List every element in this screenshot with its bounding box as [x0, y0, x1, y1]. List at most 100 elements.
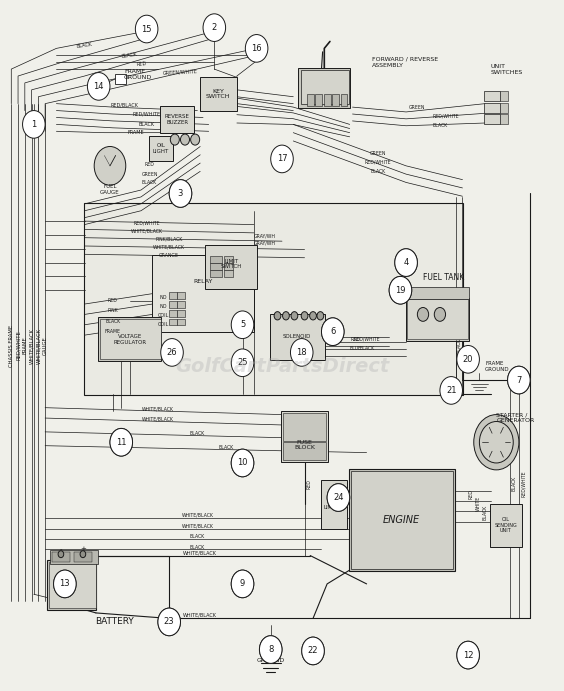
Circle shape: [110, 428, 133, 456]
FancyBboxPatch shape: [149, 136, 173, 161]
Text: BLACK: BLACK: [218, 444, 233, 450]
FancyBboxPatch shape: [341, 94, 347, 106]
Text: 23: 23: [164, 617, 174, 627]
Text: OIL
SENDING
UNIT: OIL SENDING UNIT: [495, 517, 517, 533]
Text: 25: 25: [237, 358, 248, 368]
Text: 13: 13: [60, 579, 70, 589]
Text: 25: 25: [237, 358, 248, 368]
Circle shape: [395, 249, 417, 276]
Text: WHITE/BLACK: WHITE/BLACK: [142, 406, 174, 412]
FancyBboxPatch shape: [484, 103, 500, 113]
Text: RELAY: RELAY: [193, 279, 213, 285]
Text: STARTER /
GENERATOR: STARTER / GENERATOR: [496, 413, 535, 424]
Text: 18: 18: [296, 348, 307, 357]
Circle shape: [321, 318, 344, 346]
Circle shape: [317, 312, 324, 320]
Text: FRAME
GROUND: FRAME GROUND: [257, 652, 285, 663]
FancyBboxPatch shape: [406, 298, 469, 341]
Text: BLACK: BLACK: [190, 533, 205, 539]
Circle shape: [246, 36, 267, 61]
Circle shape: [231, 449, 254, 477]
Circle shape: [204, 15, 224, 40]
Text: 17: 17: [276, 154, 288, 164]
Circle shape: [474, 415, 519, 470]
Text: RED: RED: [108, 298, 118, 303]
Circle shape: [135, 15, 158, 43]
Text: BLACK: BLACK: [105, 319, 120, 324]
Circle shape: [291, 312, 298, 320]
FancyBboxPatch shape: [406, 287, 469, 299]
FancyBboxPatch shape: [500, 91, 508, 101]
Text: KEY
SWITCH: KEY SWITCH: [206, 88, 231, 100]
Text: 21: 21: [446, 386, 456, 395]
Text: BLACK: BLACK: [483, 505, 487, 520]
FancyBboxPatch shape: [152, 255, 254, 332]
Circle shape: [158, 608, 180, 636]
FancyBboxPatch shape: [47, 560, 96, 610]
Text: BLACK: BLACK: [359, 346, 374, 351]
Text: 8: 8: [268, 645, 274, 654]
FancyBboxPatch shape: [169, 310, 177, 317]
Circle shape: [259, 636, 282, 663]
Text: GolfCartPartsDirect: GolfCartPartsDirect: [175, 357, 389, 376]
Circle shape: [457, 641, 479, 669]
Circle shape: [80, 551, 86, 558]
Text: UNIT
SWITCHES: UNIT SWITCHES: [491, 64, 523, 75]
Text: VOLTAGE
REGULATOR: VOLTAGE REGULATOR: [113, 334, 146, 345]
FancyBboxPatch shape: [351, 471, 453, 569]
Circle shape: [440, 377, 462, 404]
Text: 19: 19: [395, 285, 406, 295]
Text: NO: NO: [160, 303, 168, 309]
Text: FUSE
BLOCK: FUSE BLOCK: [294, 439, 315, 451]
FancyBboxPatch shape: [283, 442, 326, 460]
Text: COIL: COIL: [158, 322, 169, 328]
Text: BLACK: BLACK: [371, 169, 385, 174]
Circle shape: [231, 311, 254, 339]
Text: BLUE: BLUE: [349, 346, 362, 351]
Circle shape: [58, 551, 64, 558]
Circle shape: [274, 312, 281, 320]
Text: 11: 11: [116, 437, 127, 447]
Text: 26: 26: [167, 348, 177, 357]
Circle shape: [327, 484, 350, 511]
Text: WHITE: WHITE: [476, 495, 481, 511]
FancyBboxPatch shape: [315, 94, 322, 106]
Text: RED/WHITE: RED/WHITE: [133, 111, 161, 117]
Circle shape: [162, 340, 182, 365]
FancyBboxPatch shape: [160, 106, 194, 133]
Text: PINK: PINK: [108, 308, 118, 314]
Circle shape: [321, 318, 344, 346]
Circle shape: [191, 134, 200, 145]
Circle shape: [389, 276, 412, 304]
Text: 16: 16: [251, 44, 262, 53]
Text: 1: 1: [31, 120, 37, 129]
Text: FRAME: FRAME: [105, 329, 121, 334]
FancyBboxPatch shape: [283, 413, 326, 441]
Circle shape: [283, 312, 289, 320]
Text: BLACK: BLACK: [433, 122, 447, 128]
FancyBboxPatch shape: [224, 256, 233, 263]
Text: WHITE/BLACK: WHITE/BLACK: [183, 550, 217, 556]
Circle shape: [301, 312, 308, 320]
Text: WHITE/BLACK: WHITE/BLACK: [182, 513, 213, 518]
FancyBboxPatch shape: [177, 292, 185, 299]
FancyBboxPatch shape: [332, 94, 339, 106]
Circle shape: [508, 366, 530, 394]
FancyBboxPatch shape: [298, 68, 350, 108]
Circle shape: [94, 146, 126, 185]
Text: +: +: [80, 547, 86, 552]
FancyBboxPatch shape: [484, 91, 500, 101]
Text: FUEL TANK: FUEL TANK: [423, 273, 464, 283]
FancyBboxPatch shape: [169, 319, 177, 325]
Text: WHITE/BLACK: WHITE/BLACK: [36, 328, 41, 363]
Text: 20: 20: [463, 354, 473, 364]
Circle shape: [23, 111, 45, 138]
FancyBboxPatch shape: [484, 114, 500, 124]
Text: 2: 2: [212, 23, 217, 32]
Text: BLACK: BLACK: [121, 52, 138, 59]
Text: WHITE/BLACK: WHITE/BLACK: [131, 228, 162, 234]
Circle shape: [292, 340, 312, 365]
FancyBboxPatch shape: [224, 270, 233, 277]
Circle shape: [302, 637, 324, 665]
Circle shape: [417, 307, 429, 321]
